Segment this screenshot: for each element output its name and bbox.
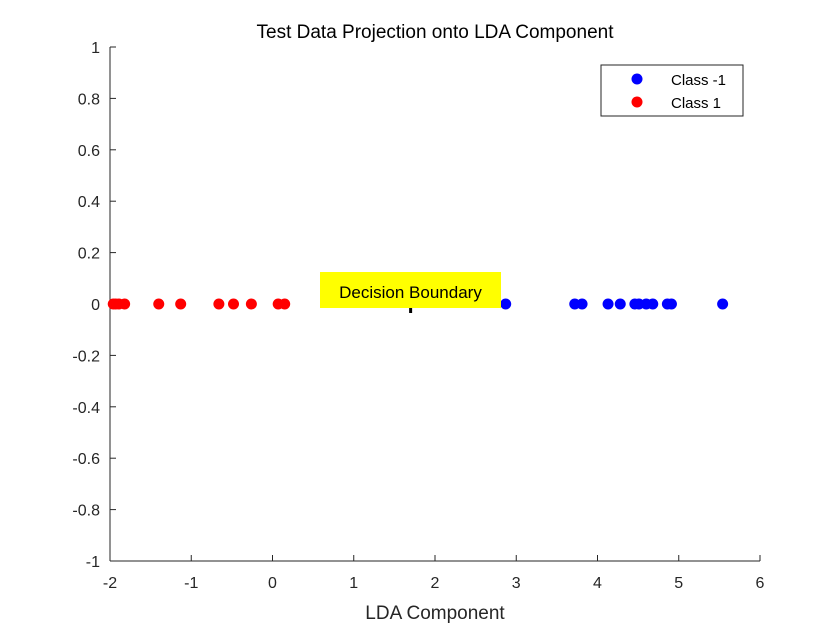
class-neg1-point — [647, 298, 659, 310]
class-1-point — [279, 298, 291, 310]
y-tick-label: 0 — [91, 297, 100, 314]
legend-label: Class 1 — [671, 95, 721, 112]
y-tick-label: -0.6 — [72, 451, 100, 468]
class-1-point — [119, 298, 131, 310]
y-tick-label: 0.6 — [78, 143, 100, 160]
legend-box — [600, 64, 744, 117]
y-tick-label: -1 — [86, 554, 100, 571]
x-tick-label: -1 — [184, 575, 198, 592]
x-axis-title: LDA Component — [365, 603, 505, 624]
x-tick-label: 4 — [593, 575, 602, 592]
y-tick-label: -0.8 — [72, 503, 100, 520]
y-tick-label: 0.2 — [78, 246, 100, 263]
class-neg1-point — [614, 298, 626, 310]
data-points — [107, 298, 729, 310]
x-tick-label: -2 — [103, 575, 117, 592]
x-tick-label: 2 — [431, 575, 440, 592]
y-tick-label: 0.4 — [78, 194, 100, 211]
annotation-box — [320, 272, 501, 308]
class-1-point — [153, 298, 165, 310]
class-neg1-point — [500, 298, 512, 310]
x-axis-ticks: -2 -1 0 1 2 3 4 5 6 — [103, 555, 765, 592]
class-neg1-point — [576, 298, 588, 310]
legend-marker — [631, 96, 643, 108]
x-tick-label: 5 — [674, 575, 683, 592]
class-1-point — [213, 298, 225, 310]
legend: Class -1 Class 1 — [600, 64, 744, 117]
y-tick-label: 1 — [91, 40, 100, 57]
y-tick-label: -0.2 — [72, 348, 100, 365]
annotation-text: Decision Boundary — [339, 283, 482, 302]
class-1-point — [228, 298, 239, 310]
class-1-point — [245, 298, 257, 310]
legend-label: Class -1 — [671, 72, 726, 89]
x-tick-label: 3 — [512, 575, 521, 592]
x-tick-label: 6 — [756, 575, 765, 592]
chart-title: Test Data Projection onto LDA Component — [257, 22, 615, 43]
class-neg1-point — [602, 298, 614, 310]
y-tick-label: 0.8 — [78, 91, 100, 108]
y-axis-ticks: -1 -0.8 -0.6 -0.4 -0.2 0 0.2 0.4 0.6 0.8 1 — [72, 40, 116, 571]
class-1-point — [175, 298, 187, 310]
legend-marker — [631, 73, 643, 85]
class-neg1-point — [665, 298, 677, 310]
x-tick-label: 0 — [268, 575, 277, 592]
decision-boundary-annotation: Decision Boundary — [320, 272, 501, 313]
class-neg1-point — [717, 298, 729, 310]
y-tick-label: -0.4 — [72, 400, 100, 417]
x-tick-label: 1 — [349, 575, 358, 592]
